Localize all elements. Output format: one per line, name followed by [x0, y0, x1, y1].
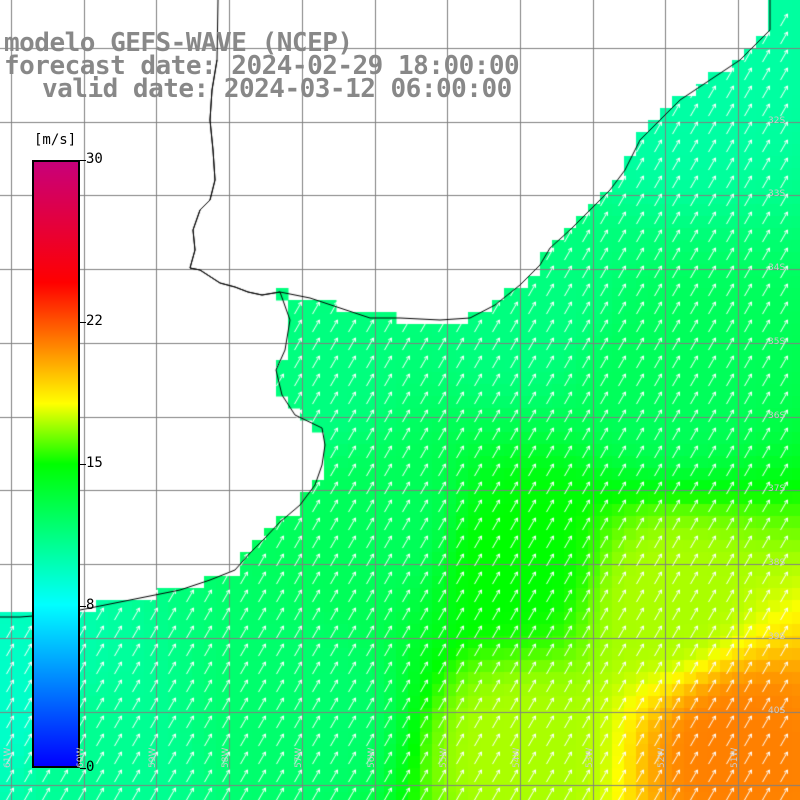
longitude-label: 51W — [730, 747, 741, 768]
latitude-label: 37S — [768, 484, 786, 495]
longitude-label: 61W — [2, 747, 13, 768]
latitude-label: 35S — [768, 336, 786, 347]
longitude-label: 58W — [221, 747, 232, 768]
longitude-label: 57W — [293, 747, 304, 768]
colorbar-tick-mark — [80, 464, 86, 465]
longitude-label: 54W — [512, 747, 522, 768]
longitude-label: 59W — [148, 747, 159, 768]
colorbar-unit: [m/s] — [34, 132, 77, 148]
colorbar-tick-mark — [80, 322, 86, 324]
latitude-label: 38S — [768, 558, 786, 569]
colorbar — [32, 160, 80, 768]
latitude-label: 34S — [768, 263, 786, 274]
longitude-label: 53W — [584, 747, 595, 768]
colorbar-tick-mark — [80, 605, 86, 607]
colorbar-tick-label: 30 — [86, 151, 103, 167]
model-title: modelo GEFS-WAVE (NCEP) — [4, 28, 353, 58]
colorbar-tick-label: 22 — [86, 313, 103, 330]
longitude-label: 60W — [75, 747, 86, 768]
latitude-label: 40S — [768, 705, 786, 716]
colorbar-tick-label: 15 — [86, 455, 103, 471]
valid-date: valid date: 2024-03-12 06:00:00 — [42, 74, 512, 104]
colorbar-tick-mark — [80, 160, 86, 161]
longitude-label: 55W — [439, 747, 450, 768]
forecast-date: forecast date: 2024-02-29 18:00:00 — [4, 51, 520, 81]
colorbar-tick-label: 8 — [86, 596, 95, 613]
colorbar-tick-mark — [80, 768, 86, 769]
latitude-label: 39S — [768, 631, 786, 642]
latitude-label: 32S — [768, 115, 786, 126]
longitude-label: 52W — [657, 747, 668, 768]
latitude-label: 36S — [768, 410, 786, 421]
longitude-label: 56W — [366, 747, 377, 768]
latitude-label: 33S — [768, 189, 786, 200]
colorbar-tick-label: 0 — [86, 759, 95, 775]
